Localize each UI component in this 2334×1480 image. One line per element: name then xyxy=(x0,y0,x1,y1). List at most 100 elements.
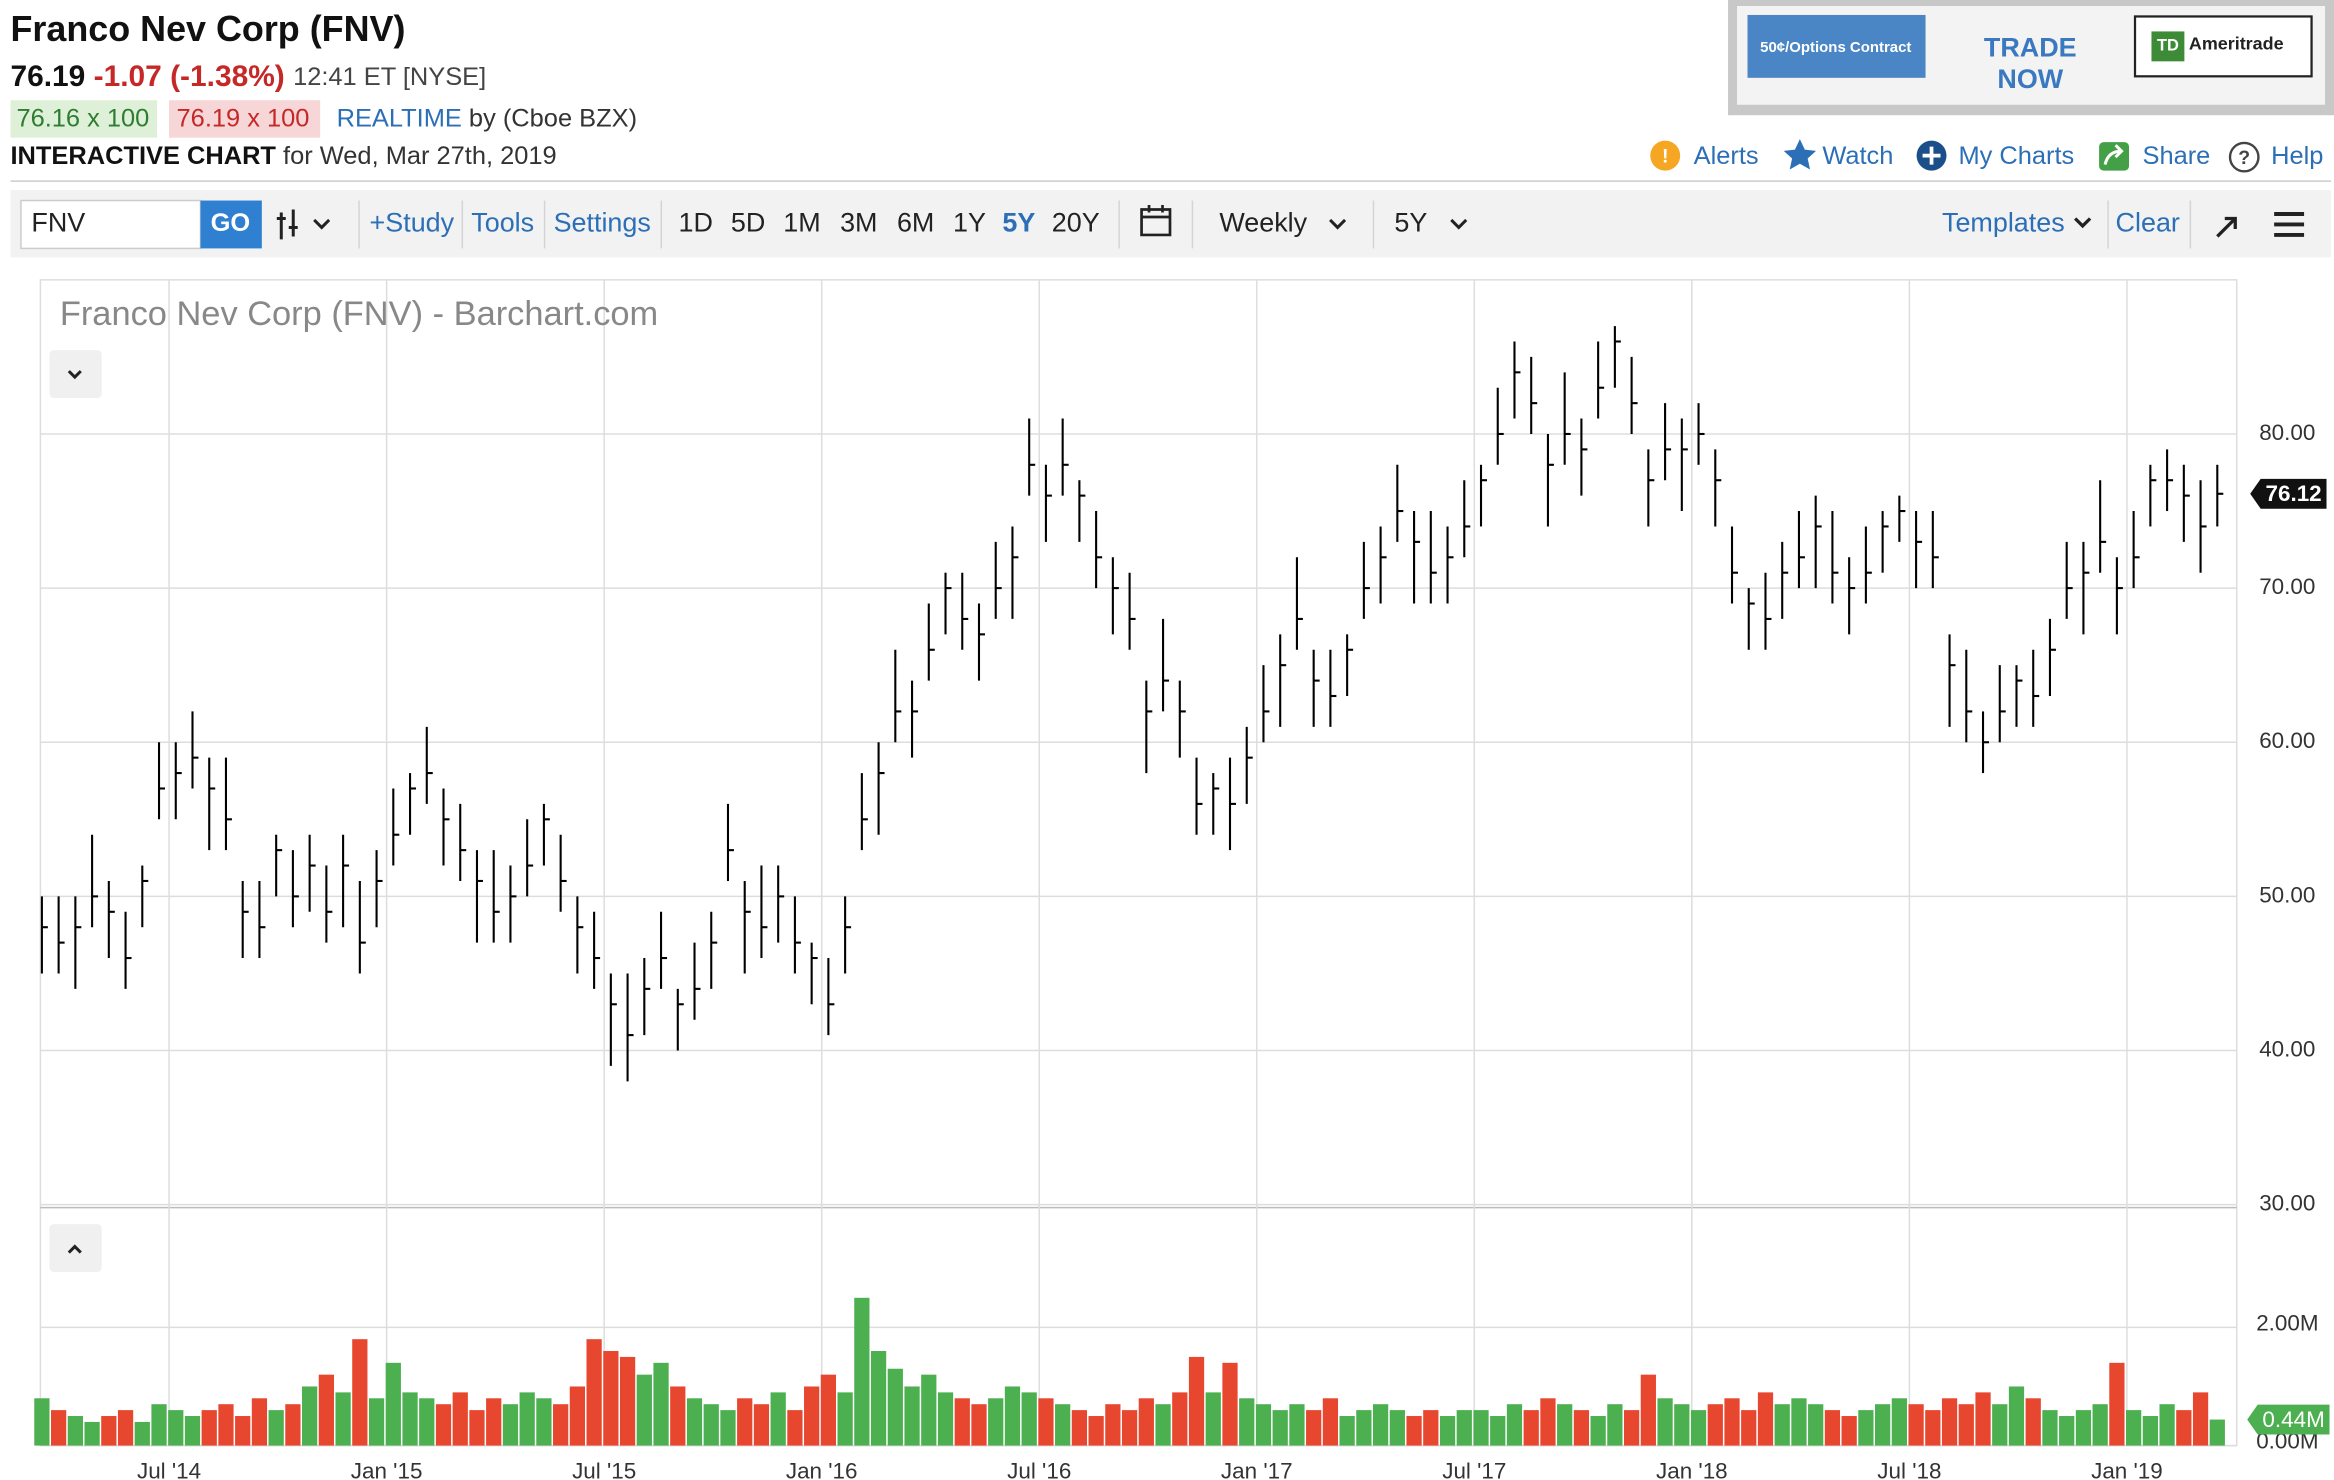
y-tick-label: 30.00 xyxy=(2259,1191,2315,1216)
go-button[interactable] xyxy=(200,200,262,249)
volume-bar xyxy=(1824,1410,1841,1446)
volume-bar xyxy=(1975,1392,1991,1446)
volume-bar xyxy=(2176,1410,2192,1446)
volume-bar xyxy=(2192,1392,2209,1446)
period[interactable]: 5D xyxy=(731,208,765,238)
chart-title: Franco Nev Corp (FNV) - Barchart.com xyxy=(60,295,658,333)
symbol[interactable]: FNV xyxy=(31,208,85,238)
bid: 76.16 x 100 xyxy=(16,104,149,132)
calendar-icon[interactable] xyxy=(1140,205,1172,237)
volume-bar xyxy=(2092,1404,2108,1446)
y-tick-label: 60.00 xyxy=(2259,728,2315,753)
clear[interactable]: Clear xyxy=(2116,208,2180,238)
symbol-input[interactable] xyxy=(20,199,202,250)
link[interactable]: My Charts xyxy=(1958,142,2074,170)
volume-bar xyxy=(653,1362,669,1446)
volume-bar xyxy=(402,1392,418,1446)
go-label[interactable]: GO xyxy=(211,209,251,237)
volume-bar xyxy=(1439,1416,1456,1446)
period[interactable]: 1Y xyxy=(953,208,986,238)
volume-bar xyxy=(452,1392,468,1446)
volume-bar xyxy=(51,1410,67,1446)
alerts-icon xyxy=(1650,140,1681,171)
x-tick-label: Jul '15 xyxy=(572,1458,636,1480)
volume-bar xyxy=(2008,1386,2025,1446)
ask-box xyxy=(169,100,321,138)
expand-icon[interactable] xyxy=(2216,216,2237,238)
menu-icon[interactable] xyxy=(2274,212,2305,237)
share-glyph xyxy=(2103,144,2124,165)
volume-bar xyxy=(804,1386,820,1446)
volume-bar xyxy=(1188,1356,1205,1446)
ad-offer-box xyxy=(1747,14,1926,78)
volume-bar xyxy=(1607,1404,1623,1446)
volume-bar xyxy=(268,1410,284,1446)
volume-bar xyxy=(2042,1410,2058,1446)
volume-bar xyxy=(1172,1392,1188,1446)
templates[interactable]: Templates xyxy=(1942,208,2065,238)
last-volume: 0.44M xyxy=(2262,1407,2324,1432)
volume-bar xyxy=(2159,1404,2175,1446)
period[interactable]: 20Y xyxy=(1052,208,1100,238)
watch-icon xyxy=(1783,139,1817,170)
chart-label: INTERACTIVE CHART xyxy=(10,142,276,170)
volume-bar xyxy=(435,1404,452,1446)
volume-bar xyxy=(368,1398,385,1446)
volume-bar xyxy=(1289,1404,1305,1446)
x-tick-label: Jan '17 xyxy=(1221,1458,1293,1480)
interval[interactable]: Weekly xyxy=(1219,208,1307,238)
volume-bar xyxy=(1958,1404,1974,1446)
volume-bar xyxy=(1557,1404,1573,1446)
volume-bar xyxy=(502,1404,519,1446)
study[interactable]: +Study xyxy=(370,208,455,238)
settings[interactable]: Settings xyxy=(554,208,651,238)
volume-bar xyxy=(1339,1416,1355,1446)
volume-bar xyxy=(1055,1404,1071,1446)
volume-bar xyxy=(101,1416,117,1446)
range[interactable]: 5Y xyxy=(1394,208,1427,238)
x-tick-label: Jul '18 xyxy=(1877,1458,1941,1480)
period[interactable]: 1M xyxy=(783,208,820,238)
volume-bar xyxy=(1774,1404,1790,1446)
volume-bar xyxy=(1038,1398,1054,1446)
period[interactable]: 6M xyxy=(897,208,934,238)
volume-bar xyxy=(2142,1416,2158,1446)
volume-bar xyxy=(870,1351,887,1446)
volume-bar xyxy=(1925,1410,1941,1446)
x-tick-label: Jan '15 xyxy=(351,1458,423,1480)
volume-bar xyxy=(1406,1416,1422,1446)
link[interactable]: Share xyxy=(2142,142,2210,170)
volume-bar xyxy=(251,1398,268,1446)
volume-bar xyxy=(519,1392,535,1446)
last-price: 76.12 xyxy=(2266,481,2322,506)
link[interactable]: Alerts xyxy=(1694,142,1759,170)
volume-bar xyxy=(770,1392,786,1446)
period[interactable]: 3M xyxy=(840,208,877,238)
volume-bar xyxy=(1640,1374,1656,1446)
volume-bar xyxy=(302,1386,318,1446)
tools[interactable]: Tools xyxy=(471,208,534,238)
quote-time: 12:41 ET [NYSE] xyxy=(293,63,486,91)
ad-brand: Ameritrade xyxy=(2189,34,2284,54)
volume-bar xyxy=(1456,1410,1472,1446)
ad-cta: NOW xyxy=(1997,64,2063,94)
volume-bar xyxy=(1841,1416,1857,1446)
y-tick-label: 2.00M xyxy=(2256,1310,2318,1335)
ask: 76.19 x 100 xyxy=(177,104,310,132)
help-glyph: ? xyxy=(2238,147,2250,169)
collapse-button[interactable] xyxy=(49,350,102,399)
period[interactable]: 5Y xyxy=(1002,208,1035,238)
chart-type-icon[interactable] xyxy=(276,209,331,240)
ad-logo: TD xyxy=(2157,37,2179,55)
volume-bar xyxy=(1891,1398,1907,1446)
link[interactable]: Help xyxy=(2271,142,2323,170)
volume-bar xyxy=(184,1416,201,1446)
link[interactable]: Watch xyxy=(1822,142,1893,170)
y-tick-label: 70.00 xyxy=(2259,574,2315,599)
volume-bar xyxy=(385,1362,401,1446)
price: 76.19 xyxy=(10,60,85,93)
volume-bar xyxy=(1490,1416,1506,1446)
period[interactable]: 1D xyxy=(679,208,713,238)
toolbar-separators xyxy=(358,200,2192,249)
x-tick-label: Jul '17 xyxy=(1442,1458,1506,1480)
